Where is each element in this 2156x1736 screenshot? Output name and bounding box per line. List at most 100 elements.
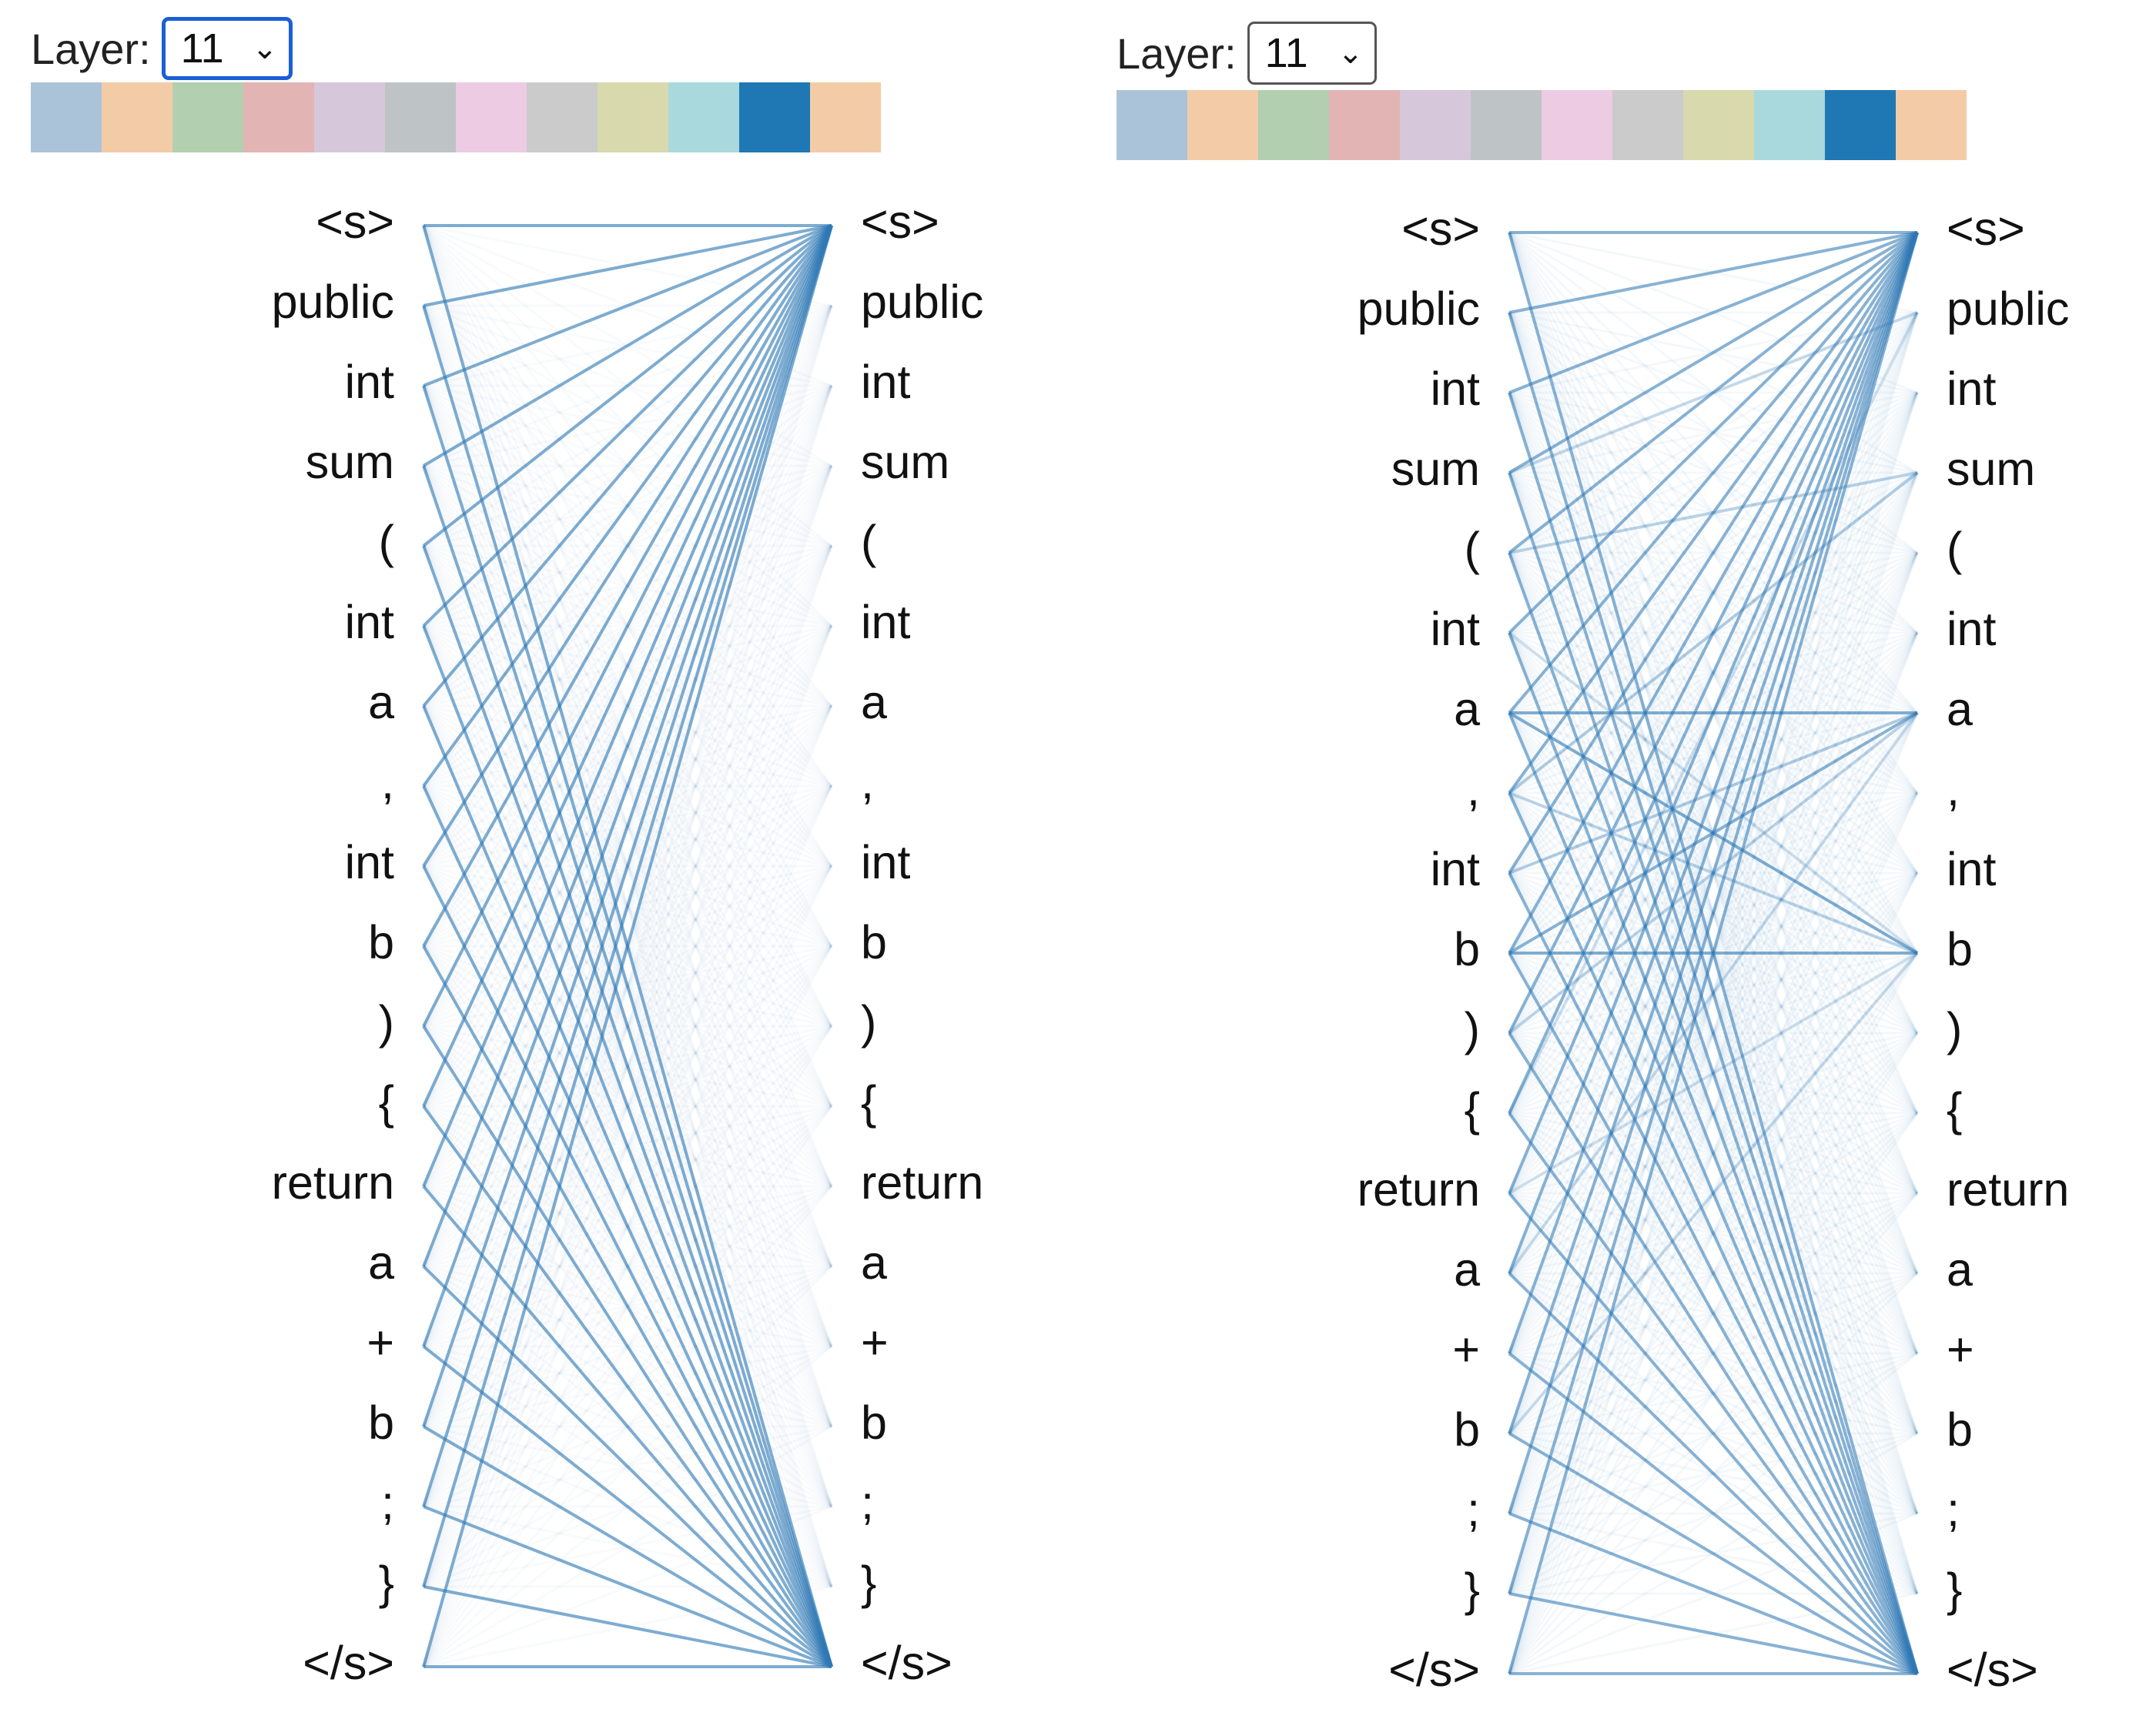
token-right[interactable]: int <box>1947 603 1996 655</box>
head-swatch-7[interactable] <box>527 82 598 152</box>
head-swatch-6[interactable] <box>456 82 527 152</box>
token-right[interactable]: int <box>861 356 910 408</box>
head-swatch-1[interactable] <box>102 82 172 152</box>
token-right[interactable]: a <box>1947 1243 1973 1296</box>
token-left[interactable]: ) <box>379 996 394 1049</box>
token-right[interactable]: int <box>1947 843 1996 895</box>
token-right[interactable]: </s> <box>861 1637 952 1689</box>
token-left[interactable]: , <box>381 756 394 808</box>
layer-select-left[interactable]: 11 ⌄ <box>161 17 293 80</box>
token-right[interactable]: + <box>1947 1323 1974 1376</box>
token-left[interactable]: ( <box>379 516 394 568</box>
token-left[interactable]: </s> <box>1388 1644 1480 1696</box>
token-left[interactable]: <s> <box>316 196 394 248</box>
token-right[interactable]: <s> <box>861 196 939 248</box>
token-right[interactable]: ; <box>861 1477 874 1529</box>
token-left[interactable]: int <box>345 836 394 888</box>
token-left[interactable]: <s> <box>1401 202 1480 255</box>
token-left[interactable]: ; <box>381 1477 394 1529</box>
head-swatch-4[interactable] <box>1400 90 1471 160</box>
token-left[interactable]: public <box>272 276 394 328</box>
token-right[interactable]: public <box>861 276 983 328</box>
token-right[interactable]: return <box>861 1156 983 1209</box>
token-left[interactable]: a <box>1454 1243 1480 1296</box>
token-right[interactable]: a <box>1947 683 1973 735</box>
head-swatch-8[interactable] <box>598 82 668 152</box>
head-swatch-8[interactable] <box>1683 90 1754 160</box>
token-right[interactable]: + <box>861 1316 889 1369</box>
head-swatch-11[interactable] <box>1896 90 1967 160</box>
token-right[interactable]: int <box>1947 363 1996 415</box>
token-right[interactable]: int <box>861 836 910 888</box>
token-left[interactable]: int <box>345 356 394 408</box>
head-swatch-5[interactable] <box>385 82 456 152</box>
token-left[interactable]: return <box>1358 1163 1480 1216</box>
token-left[interactable]: ( <box>1465 523 1480 575</box>
head-swatch-3[interactable] <box>1329 90 1400 160</box>
token-left[interactable]: , <box>1467 763 1480 815</box>
token-right[interactable]: ; <box>1947 1483 1960 1536</box>
token-right[interactable]: { <box>861 1076 876 1129</box>
token-left[interactable]: a <box>368 676 394 728</box>
head-swatch-5[interactable] <box>1471 90 1542 160</box>
token-right[interactable]: , <box>861 756 874 808</box>
layer-select-right[interactable]: 11 ⌄ <box>1247 22 1377 85</box>
token-left[interactable]: int <box>1431 363 1480 415</box>
token-right[interactable]: int <box>861 596 910 648</box>
token-left[interactable]: int <box>1431 603 1480 655</box>
head-swatch-9[interactable] <box>668 82 739 152</box>
token-right[interactable]: ( <box>1947 523 1962 575</box>
head-swatch-6[interactable] <box>1542 90 1612 160</box>
head-swatch-3[interactable] <box>243 82 314 152</box>
token-right[interactable]: a <box>861 1236 887 1289</box>
token-right[interactable]: { <box>1947 1083 1962 1136</box>
token-left[interactable]: } <box>1465 1564 1480 1616</box>
token-left[interactable]: b <box>368 1396 394 1449</box>
head-swatch-10-selected[interactable] <box>739 82 810 152</box>
token-left[interactable]: b <box>1454 923 1480 975</box>
token-right[interactable]: return <box>1947 1163 2069 1216</box>
head-swatch-7[interactable] <box>1612 90 1683 160</box>
token-right[interactable]: ) <box>861 996 876 1049</box>
token-left[interactable]: return <box>272 1156 394 1209</box>
token-right[interactable]: sum <box>861 436 949 488</box>
token-left[interactable]: sum <box>306 436 394 488</box>
token-right[interactable]: sum <box>1947 443 2035 495</box>
head-swatch-10-selected[interactable] <box>1825 90 1896 160</box>
token-right[interactable]: , <box>1947 763 1960 815</box>
head-swatch-2[interactable] <box>1258 90 1329 160</box>
token-left[interactable]: b <box>368 916 394 968</box>
token-left[interactable]: </s> <box>303 1637 394 1689</box>
token-left[interactable]: + <box>367 1316 394 1369</box>
token-left[interactable]: sum <box>1391 443 1480 495</box>
token-right[interactable]: public <box>1947 283 2069 335</box>
token-left[interactable]: } <box>379 1557 394 1609</box>
token-left[interactable]: + <box>1452 1323 1480 1376</box>
token-right[interactable]: b <box>861 1396 887 1449</box>
head-swatch-1[interactable] <box>1187 90 1258 160</box>
token-right[interactable]: b <box>1947 1403 1973 1456</box>
token-right[interactable]: <s> <box>1947 202 2025 255</box>
token-left[interactable]: ; <box>1467 1483 1480 1536</box>
head-swatch-11[interactable] <box>810 82 881 152</box>
token-right[interactable]: } <box>1947 1564 1962 1616</box>
head-swatch-2[interactable] <box>172 82 243 152</box>
token-left[interactable]: ) <box>1465 1003 1480 1055</box>
token-left[interactable]: a <box>1454 683 1480 735</box>
head-swatch-9[interactable] <box>1754 90 1825 160</box>
head-swatch-0[interactable] <box>1116 90 1187 160</box>
token-right[interactable]: </s> <box>1947 1644 2038 1696</box>
token-left[interactable]: int <box>345 596 394 648</box>
token-left[interactable]: { <box>379 1076 394 1129</box>
token-right[interactable]: b <box>1947 923 1973 975</box>
token-right[interactable]: } <box>861 1557 876 1609</box>
token-right[interactable]: ( <box>861 516 876 568</box>
token-right[interactable]: ) <box>1947 1003 1962 1055</box>
head-swatch-0[interactable] <box>31 82 102 152</box>
token-left[interactable]: a <box>368 1236 394 1289</box>
token-right[interactable]: a <box>861 676 887 728</box>
token-left[interactable]: public <box>1358 283 1480 335</box>
token-left[interactable]: { <box>1465 1083 1480 1136</box>
head-swatch-4[interactable] <box>314 82 385 152</box>
token-left[interactable]: int <box>1431 843 1480 895</box>
